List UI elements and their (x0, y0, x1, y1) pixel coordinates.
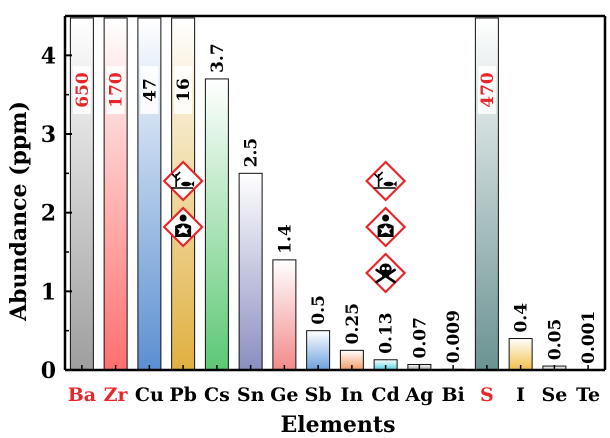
category-label-cu: Cu (135, 384, 164, 406)
category-label-se: Se (541, 384, 567, 406)
category-label-zr: Zr (104, 384, 129, 406)
value-label-se: 0.05 (545, 319, 565, 360)
y-tick-label: 0 (41, 358, 56, 384)
value-label-te: 0.001 (579, 311, 599, 364)
category-label-i: I (516, 384, 525, 406)
value-label-cd: 0.13 (377, 312, 397, 353)
value-label-bi: 0.009 (444, 310, 464, 363)
value-label-backing (477, 66, 496, 114)
value-label-backing (174, 66, 193, 114)
value-label-i: 0.4 (512, 303, 532, 333)
value-label-ag: 0.07 (410, 317, 430, 358)
hazard-icons (162, 160, 407, 294)
value-label-sn: 2.5 (242, 138, 262, 168)
category-label-ag: Ag (404, 384, 433, 406)
value-label-backing (140, 66, 159, 114)
category-label-te: Te (576, 384, 600, 406)
bar-sb (306, 330, 331, 371)
category-label-ge: Ge (270, 384, 298, 406)
health-hazard-icon (365, 206, 407, 248)
category-label-ba: Ba (68, 384, 96, 406)
acute-toxicity-icon (365, 252, 407, 294)
value-label-ge: 1.4 (275, 224, 295, 254)
y-tick-label: 1 (41, 279, 56, 305)
value-label-ba: 650 (73, 72, 93, 108)
health-hazard-icon (162, 206, 204, 248)
y-tick-label: 3 (41, 122, 56, 148)
value-label-backing (72, 66, 91, 114)
bar-ge (272, 259, 297, 371)
environment-icon (365, 160, 407, 202)
labels-layer: 650 Ba 170 Zr 47 Cu 16 Pb 3.7 Cs 2.5 Sn 1.4 Ge 0.5 Sb 0.… (68, 43, 600, 406)
y-axis-title: Abundance (ppm) (6, 101, 32, 322)
category-label-sb: Sb (305, 384, 332, 406)
y-tick-label: 2 (41, 201, 56, 227)
category-label-sn: Sn (237, 384, 265, 406)
category-label-bi: Bi (441, 384, 464, 406)
y-tick-label: 4 (41, 43, 56, 69)
value-label-pb: 16 (174, 78, 194, 102)
category-label-pb: Pb (169, 384, 197, 406)
x-axis-title: Elements (281, 412, 396, 438)
category-label-s: S (480, 384, 494, 406)
value-label-in: 0.25 (343, 303, 363, 344)
value-label-cs: 3.7 (208, 43, 228, 73)
category-label-cs: Cs (204, 384, 230, 406)
category-label-cd: Cd (371, 384, 399, 406)
value-label-s: 470 (478, 72, 498, 108)
value-label-cu: 47 (140, 78, 160, 102)
value-label-sb: 0.5 (309, 295, 329, 325)
bar-sn (238, 172, 263, 371)
value-label-zr: 170 (107, 72, 127, 108)
value-label-backing (106, 66, 125, 114)
environment-icon (162, 160, 204, 202)
axes: 0 1 2 3 4 (41, 14, 607, 384)
bar-cs (204, 78, 229, 371)
category-label-in: In (341, 384, 364, 406)
